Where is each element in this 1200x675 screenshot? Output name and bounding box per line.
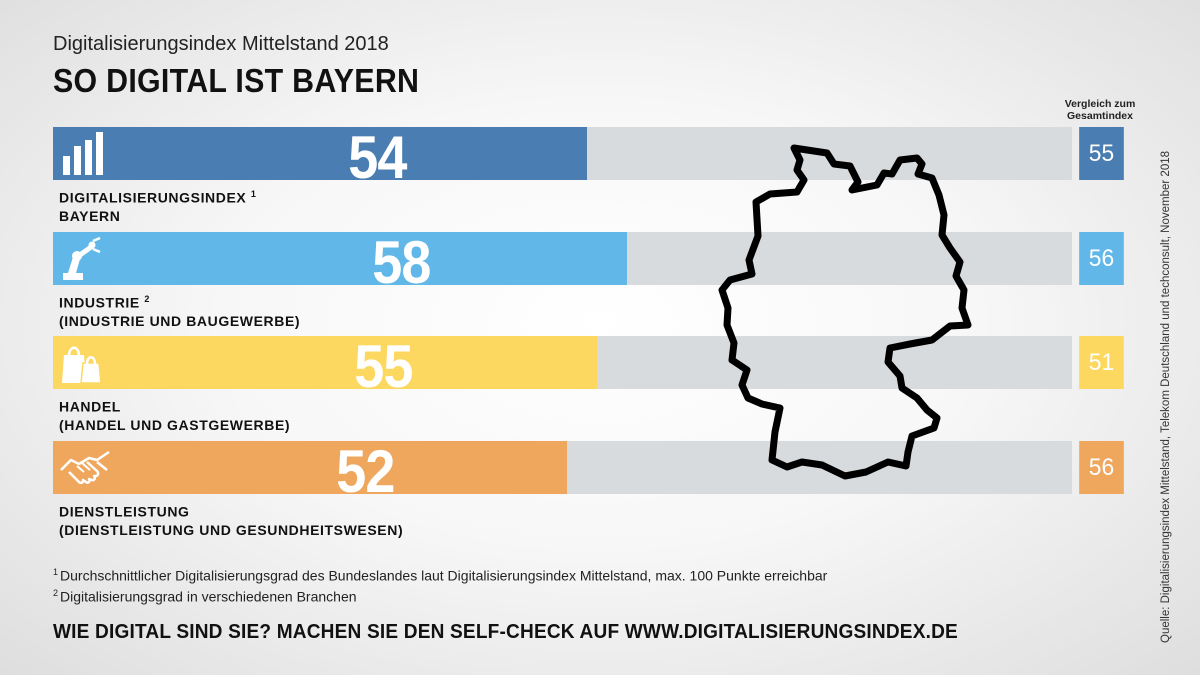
row-label: DIENSTLEISTUNG (DIENSTLEISTUNG UND GESUN… <box>59 499 403 539</box>
row-label-line1: HANDEL <box>59 398 121 415</box>
bar-chart-icon <box>63 132 103 175</box>
footnote-1: 1 Durchschnittlicher Digitalisierungsgrad… <box>53 567 827 584</box>
shopping-bags-icon <box>62 346 102 384</box>
germany-map-icon <box>718 144 972 480</box>
robot-arm-icon <box>63 236 101 280</box>
row-label-line2: (DIENSTLEISTUNG UND GESUNDHEITSWESEN) <box>59 521 404 538</box>
row-label-line2: BAYERN <box>59 207 121 224</box>
bar-value-label: 54 <box>348 124 407 191</box>
source-note: Quelle: Digitalisierungsindex Mittelstan… <box>1160 150 1172 643</box>
chart-row-industrie: 58 56 INDUSTRIE 2 (INDUSTRIE UND BAUGEWE… <box>53 229 1125 372</box>
footnote-1-mark: 1 <box>53 567 59 577</box>
compare-header: Vergleich zum Gesamtindex <box>1064 98 1136 122</box>
bar-dienstleistung: 52 <box>53 438 567 505</box>
row-label: DIGITALISIERUNGSINDEX 1 BAYERN <box>59 185 256 225</box>
bar-digitalisierungsindex: 54 <box>53 124 587 191</box>
chart-row-digitalisierungsindex: 54 55 DIGITALISIERUNGSINDEX 1 BAYERN <box>53 124 1125 267</box>
bar-value-label: 58 <box>372 229 431 296</box>
footnote-2-mark: 2 <box>53 588 59 598</box>
bar-handel: 55 <box>53 333 597 400</box>
footnote-2-text: Digitalisierungsgrad in verschiedenen Br… <box>60 588 357 605</box>
row-label-line2: (INDUSTRIE UND BAUGEWERBE) <box>59 312 301 329</box>
bar-value-label: 52 <box>336 438 395 505</box>
compare-value-box: 56 <box>1079 232 1124 285</box>
row-label-line1: DIGITALISIERUNGSINDEX <box>59 189 247 206</box>
row-label: HANDEL (HANDEL UND GASTGEWERBE) <box>59 394 290 434</box>
compare-value-box: 56 <box>1079 441 1124 494</box>
row-label-line1: DIENSTLEISTUNG <box>59 503 190 520</box>
chart-title: SO DIGITAL IST BAYERN <box>53 62 420 99</box>
row-label-line1: INDUSTRIE <box>59 294 140 311</box>
row-label: INDUSTRIE 2 (INDUSTRIE UND BAUGEWERBE) <box>59 290 300 330</box>
footnote-1-text: Durchschnittlicher Digitalisierungsgrad … <box>60 567 828 584</box>
compare-value-box: 51 <box>1079 336 1124 389</box>
bar-value-label: 55 <box>354 333 413 400</box>
chart-subtitle: Digitalisierungsindex Mittelstand 2018 <box>53 33 389 55</box>
bar-industrie: 58 <box>53 229 627 296</box>
footnote-ref: 2 <box>144 294 150 304</box>
handshake-icon <box>60 450 110 485</box>
call-to-action: WIE DIGITAL SIND SIE? MACHEN SIE DEN SEL… <box>53 620 958 643</box>
footnote-2: 2 Digitalisierungsgrad in verschiedenen B… <box>53 588 357 605</box>
row-label-line2: (HANDEL UND GASTGEWERBE) <box>59 416 291 433</box>
compare-value-box: 55 <box>1079 127 1124 180</box>
footnote-ref: 1 <box>250 189 257 199</box>
